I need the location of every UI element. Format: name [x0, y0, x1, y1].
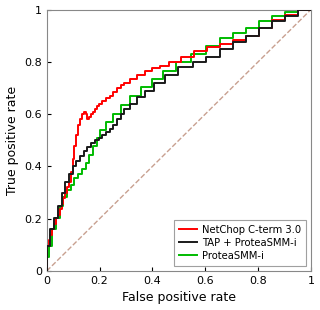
Line: TAP + ProteaSMM-i: TAP + ProteaSMM-i — [47, 10, 311, 271]
TAP + ProteaSMM-i — [296, 8, 300, 11]
NetChop C-term 3.0 — [309, 8, 313, 11]
ProteaSMM-i — [45, 269, 49, 273]
ProteaSMM-i — [91, 144, 95, 147]
ProteaSMM-i — [204, 52, 207, 56]
ProteaSMM-i — [58, 216, 61, 220]
NetChop C-term 3.0 — [296, 8, 300, 11]
NetChop C-term 3.0 — [135, 73, 139, 77]
NetChop C-term 3.0 — [45, 244, 49, 247]
TAP + ProteaSMM-i — [45, 269, 49, 273]
TAP + ProteaSMM-i — [309, 8, 313, 11]
TAP + ProteaSMM-i — [204, 60, 207, 64]
Line: NetChop C-term 3.0: NetChop C-term 3.0 — [47, 10, 311, 271]
TAP + ProteaSMM-i — [218, 47, 222, 51]
ProteaSMM-i — [61, 204, 65, 207]
Y-axis label: True positive rate: True positive rate — [5, 86, 19, 195]
TAP + ProteaSMM-i — [191, 65, 195, 69]
TAP + ProteaSMM-i — [257, 34, 261, 38]
NetChop C-term 3.0 — [143, 73, 147, 77]
Line: ProteaSMM-i: ProteaSMM-i — [47, 10, 311, 271]
ProteaSMM-i — [296, 8, 300, 11]
ProteaSMM-i — [270, 14, 274, 18]
Legend: NetChop C-term 3.0, TAP + ProteaSMM-i, ProteaSMM-i: NetChop C-term 3.0, TAP + ProteaSMM-i, P… — [174, 220, 306, 266]
X-axis label: False positive rate: False positive rate — [122, 291, 236, 304]
NetChop C-term 3.0 — [45, 269, 49, 273]
TAP + ProteaSMM-i — [204, 55, 207, 59]
NetChop C-term 3.0 — [296, 13, 300, 17]
NetChop C-term 3.0 — [85, 117, 89, 121]
TAP + ProteaSMM-i — [56, 216, 60, 220]
NetChop C-term 3.0 — [58, 213, 61, 216]
ProteaSMM-i — [99, 136, 102, 140]
ProteaSMM-i — [309, 8, 313, 11]
